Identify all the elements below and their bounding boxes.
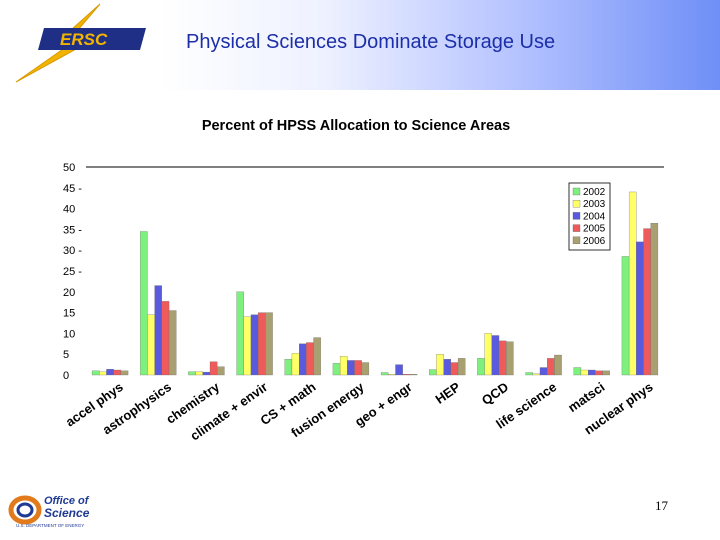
footer-logo-line1: Office of xyxy=(44,495,90,507)
bar xyxy=(106,369,114,376)
legend-swatch xyxy=(572,212,581,220)
bar xyxy=(91,370,100,376)
bar xyxy=(168,310,177,376)
bar xyxy=(258,312,266,376)
bar xyxy=(354,360,362,376)
bar xyxy=(265,312,273,376)
legend-label: 2005 xyxy=(583,224,606,235)
y-tick-label: 10 xyxy=(63,328,75,340)
nersc-logo: ERSC xyxy=(8,2,158,86)
bar xyxy=(388,374,396,376)
bar xyxy=(602,370,610,376)
bar xyxy=(188,371,196,376)
legend-swatch xyxy=(572,224,581,232)
bar xyxy=(484,333,492,376)
bar xyxy=(643,228,651,376)
bar xyxy=(99,371,107,376)
nersc-logo-text: ERSC xyxy=(60,30,108,49)
bar xyxy=(443,359,451,376)
y-tick-label: 50 xyxy=(63,162,75,174)
chart-title: Percent of HPSS Allocation to Science Ar… xyxy=(201,118,511,134)
bar xyxy=(436,354,444,376)
bar xyxy=(539,367,548,376)
bar xyxy=(477,358,485,376)
footer-logo-line3: U.S. DEPARTMENT OF ENERGY xyxy=(16,523,84,528)
bar xyxy=(532,373,541,376)
bar xyxy=(595,370,603,376)
bar xyxy=(491,335,500,376)
bar xyxy=(450,362,459,376)
bar xyxy=(402,374,411,376)
y-tick-label: 0 xyxy=(63,370,69,382)
bar xyxy=(429,369,437,376)
bar xyxy=(161,301,170,376)
bar xyxy=(284,359,293,376)
office-of-science-logo: Office of Science U.S. DEPARTMENT OF ENE… xyxy=(8,491,128,531)
bar xyxy=(580,369,589,376)
bar xyxy=(236,291,244,376)
bar xyxy=(243,316,252,376)
bar xyxy=(347,360,355,376)
legend-swatch xyxy=(572,236,581,244)
bar xyxy=(395,364,403,376)
bar xyxy=(332,363,341,376)
slide-title: Physical Sciences Dominate Storage Use xyxy=(186,31,556,53)
legend-label: 2003 xyxy=(583,199,606,210)
nersc-lightning-logo-icon: ERSC xyxy=(15,3,146,83)
legend-label: 2004 xyxy=(583,211,606,222)
y-tick-label: 30 - xyxy=(63,245,82,257)
bar xyxy=(573,367,582,376)
bar xyxy=(147,314,155,376)
bar xyxy=(554,354,562,376)
bar xyxy=(250,314,259,376)
footer-logo-line2: Science xyxy=(44,506,90,520)
bar xyxy=(588,369,596,376)
page-number: 17 xyxy=(655,498,668,513)
bar xyxy=(498,340,507,376)
legend-swatch xyxy=(572,187,581,196)
bar xyxy=(380,372,389,376)
y-tick-label: 45 - xyxy=(63,183,82,195)
bar xyxy=(120,370,129,376)
bar xyxy=(339,356,348,376)
bar xyxy=(361,362,370,376)
legend-swatch xyxy=(572,200,581,208)
bar xyxy=(636,241,644,376)
legend-label: 2002 xyxy=(583,187,606,198)
bar xyxy=(195,371,203,376)
y-tick-label: 20 xyxy=(63,287,75,299)
office-of-science-logo-icon: Office of Science U.S. DEPARTMENT OF ENE… xyxy=(8,495,90,528)
bar xyxy=(154,285,162,376)
bar xyxy=(621,256,630,376)
bar xyxy=(291,353,300,376)
bar xyxy=(202,371,211,376)
bar xyxy=(209,361,218,376)
bar xyxy=(113,369,122,376)
bar xyxy=(313,337,321,376)
y-tick-label: 35 - xyxy=(63,224,82,236)
bar xyxy=(409,374,418,376)
x-tick-label: HEP xyxy=(432,379,463,407)
y-tick-label: 25 - xyxy=(63,266,82,278)
y-tick-label: 40 xyxy=(63,204,75,216)
bar xyxy=(217,366,225,376)
x-tick-label: QCD xyxy=(479,379,511,408)
bar xyxy=(306,342,314,376)
y-tick-label: 15 xyxy=(63,308,75,320)
x-tick-label: matsci xyxy=(565,379,607,415)
bar xyxy=(628,191,637,376)
bar xyxy=(298,343,307,376)
bar xyxy=(650,223,659,376)
y-tick-label: 5 xyxy=(63,349,69,361)
bar xyxy=(525,372,533,376)
legend-label: 2006 xyxy=(583,236,606,247)
bar xyxy=(140,231,148,376)
bar xyxy=(506,341,514,376)
bar xyxy=(457,358,466,376)
bar xyxy=(547,358,555,376)
